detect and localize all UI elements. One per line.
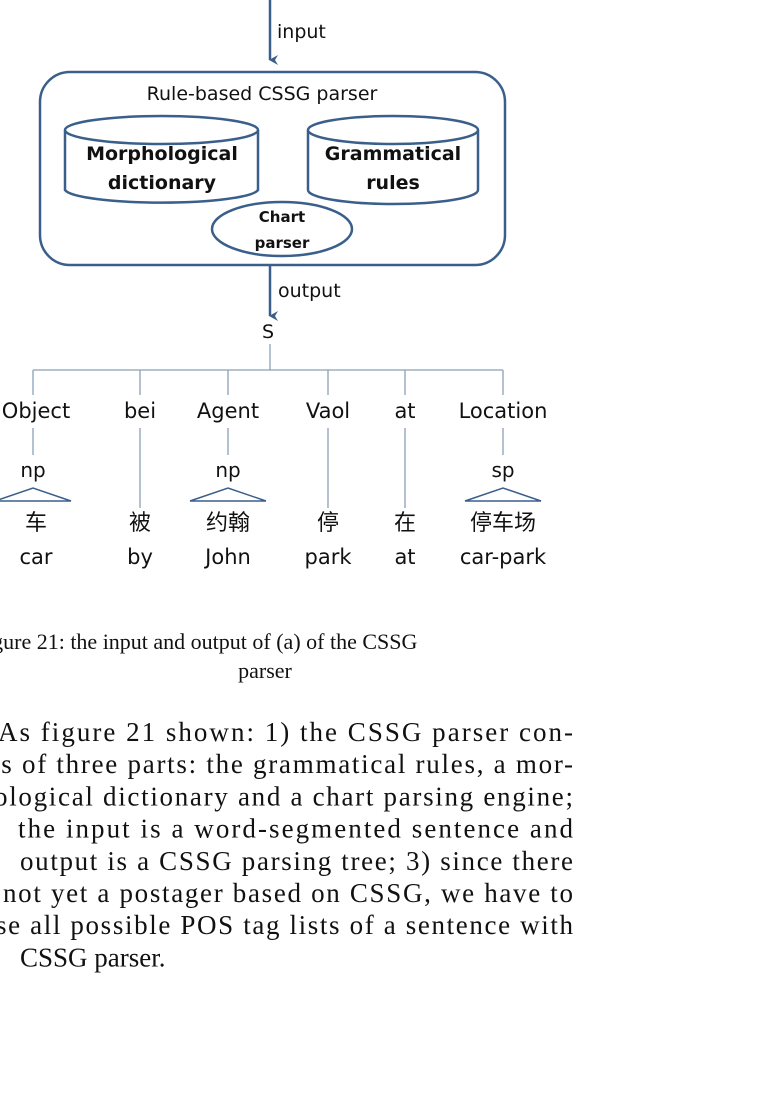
- chinese-word: 被: [129, 510, 151, 535]
- rules-cylinder: [306, 130, 480, 206]
- phrase-label: np: [215, 458, 240, 482]
- english-word: at: [394, 545, 415, 569]
- paragraph-line: the input is a word-segmented sentence a…: [18, 814, 574, 844]
- chinese-word: 在: [394, 510, 416, 535]
- phrase-triangle: [0, 487, 72, 502]
- tree-root: S: [262, 321, 274, 343]
- role-label: Agent: [197, 399, 259, 423]
- rules-label: Grammatical: [325, 143, 461, 165]
- role-label: at: [394, 399, 415, 423]
- phrase-triangle: [464, 487, 542, 502]
- dictionary-cylinder-top: [63, 114, 260, 146]
- english-word: car: [19, 545, 52, 569]
- chinese-word: 停: [317, 510, 339, 535]
- rules-label: rules: [366, 172, 420, 194]
- caption: igure 21: the input and output of (a) of…: [0, 629, 417, 654]
- rules-cylinder-top: [306, 114, 480, 146]
- caption: parser: [238, 658, 292, 683]
- parser-title: Rule-based CSSG parser: [147, 83, 378, 105]
- phrase-triangle: [189, 487, 267, 502]
- chart-parser-label: parser: [255, 234, 310, 252]
- chart-parser-label: Chart: [259, 208, 305, 226]
- role-label: Object: [2, 399, 70, 423]
- chinese-word: 车: [25, 510, 47, 535]
- paragraph: As figure 21 shown: 1) the CSSG parser c…: [0, 717, 574, 972]
- chinese-word: 停车场: [470, 510, 536, 535]
- english-word: park: [305, 545, 353, 569]
- dictionary-cylinder: [63, 130, 260, 204]
- tree: Object np 车 car bei 被 by Agent np 约翰 John Vaol 停 park…: [0, 370, 547, 569]
- paragraph-line: CSSG parser.: [20, 942, 166, 972]
- paragraph-line: se all possible POS tag lists of a sente…: [0, 910, 574, 940]
- dictionary-label: Morphological: [86, 143, 238, 165]
- phrase-label: np: [20, 458, 45, 482]
- role-label: bei: [124, 399, 156, 423]
- chart-parser-ellipse: [210, 200, 354, 258]
- role-label: Vaol: [306, 399, 350, 423]
- output-label: output: [278, 280, 341, 302]
- chinese-word: 约翰: [206, 510, 250, 535]
- paragraph-line: As figure 21 shown: 1) the CSSG parser c…: [0, 717, 573, 747]
- paragraph-line: not yet a postager based on CSSG, we hav…: [3, 878, 573, 908]
- role-label: Location: [459, 399, 548, 423]
- english-word: by: [127, 545, 153, 569]
- input-label: input: [277, 21, 326, 43]
- paragraph-line: ts of three parts: the grammatical rules…: [0, 749, 573, 779]
- english-word: car-park: [460, 545, 547, 569]
- english-word: John: [203, 545, 251, 569]
- dictionary-label: dictionary: [108, 172, 217, 194]
- paragraph-line: ological dictionary and a chart parsing …: [0, 781, 573, 811]
- paragraph-line: output is a CSSG parsing tree; 3) since …: [20, 846, 573, 876]
- phrase-label: sp: [491, 458, 514, 482]
